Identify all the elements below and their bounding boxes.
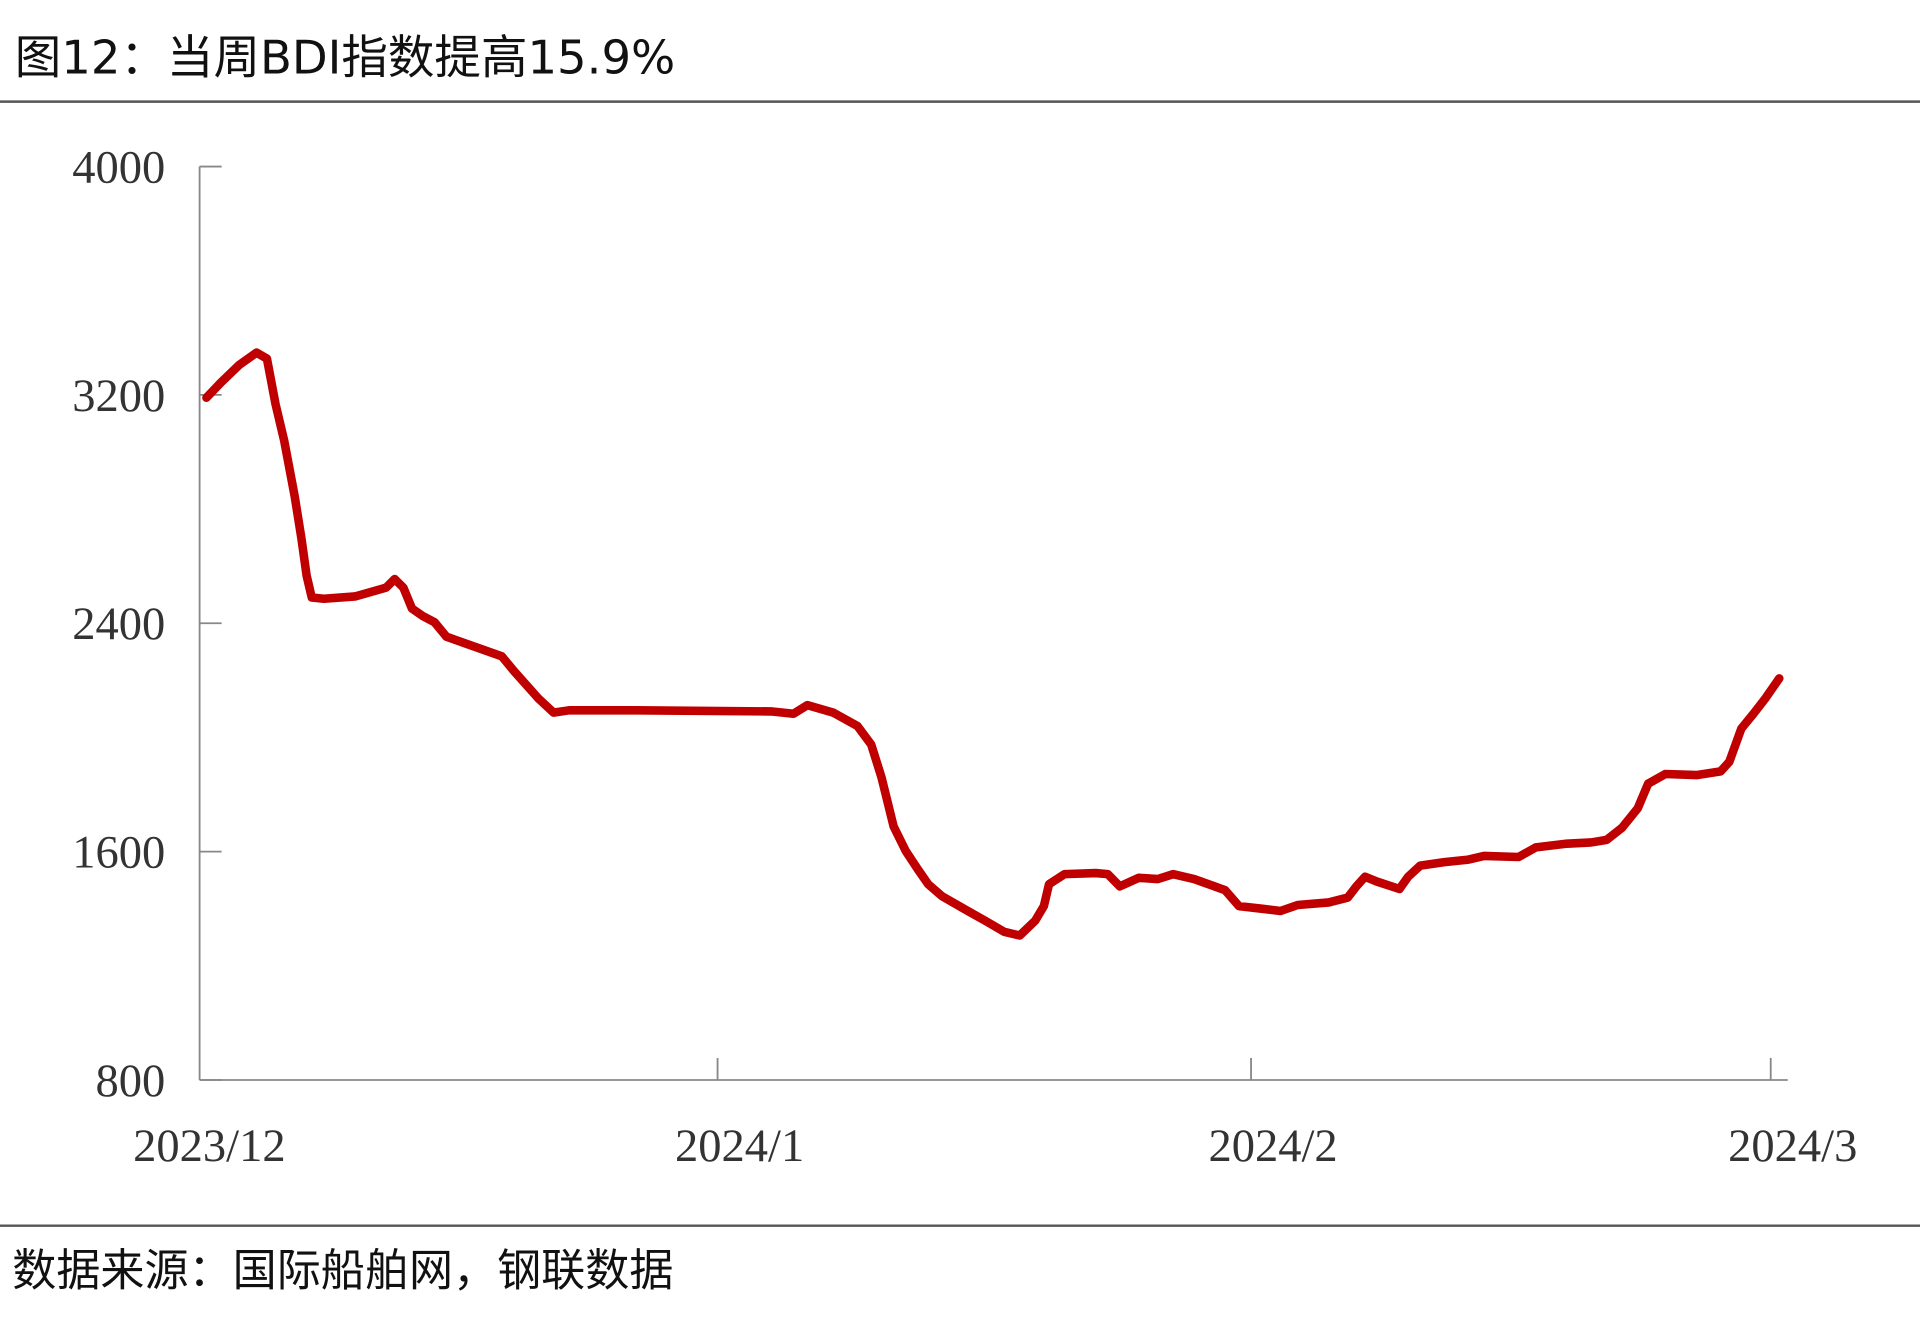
y-tick-label: 3200	[72, 371, 165, 422]
series-line-bdi	[202, 348, 1784, 940]
y-tick-label: 2400	[72, 599, 165, 650]
x-tick-label: 2024/3	[1728, 1121, 1857, 1172]
y-tick-label: 1600	[72, 828, 165, 879]
plot-area	[202, 348, 1784, 940]
y-tick-label: 4000	[72, 142, 165, 193]
source-note: 数据来源：国际船舶网，钢联数据	[12, 1246, 673, 1297]
y-tick-label: 800	[96, 1056, 166, 1107]
chart-title: 图12：当周BDI指数提高15.9%	[15, 30, 676, 84]
x-tick-label: 2024/1	[675, 1121, 804, 1172]
x-tick-label: 2023/12	[133, 1121, 285, 1172]
axes: 800 1600 2400 3200 4000 2023/12 2024/1 2024/2 20…	[72, 142, 1857, 1171]
x-tick-label: 2024/2	[1208, 1121, 1337, 1172]
